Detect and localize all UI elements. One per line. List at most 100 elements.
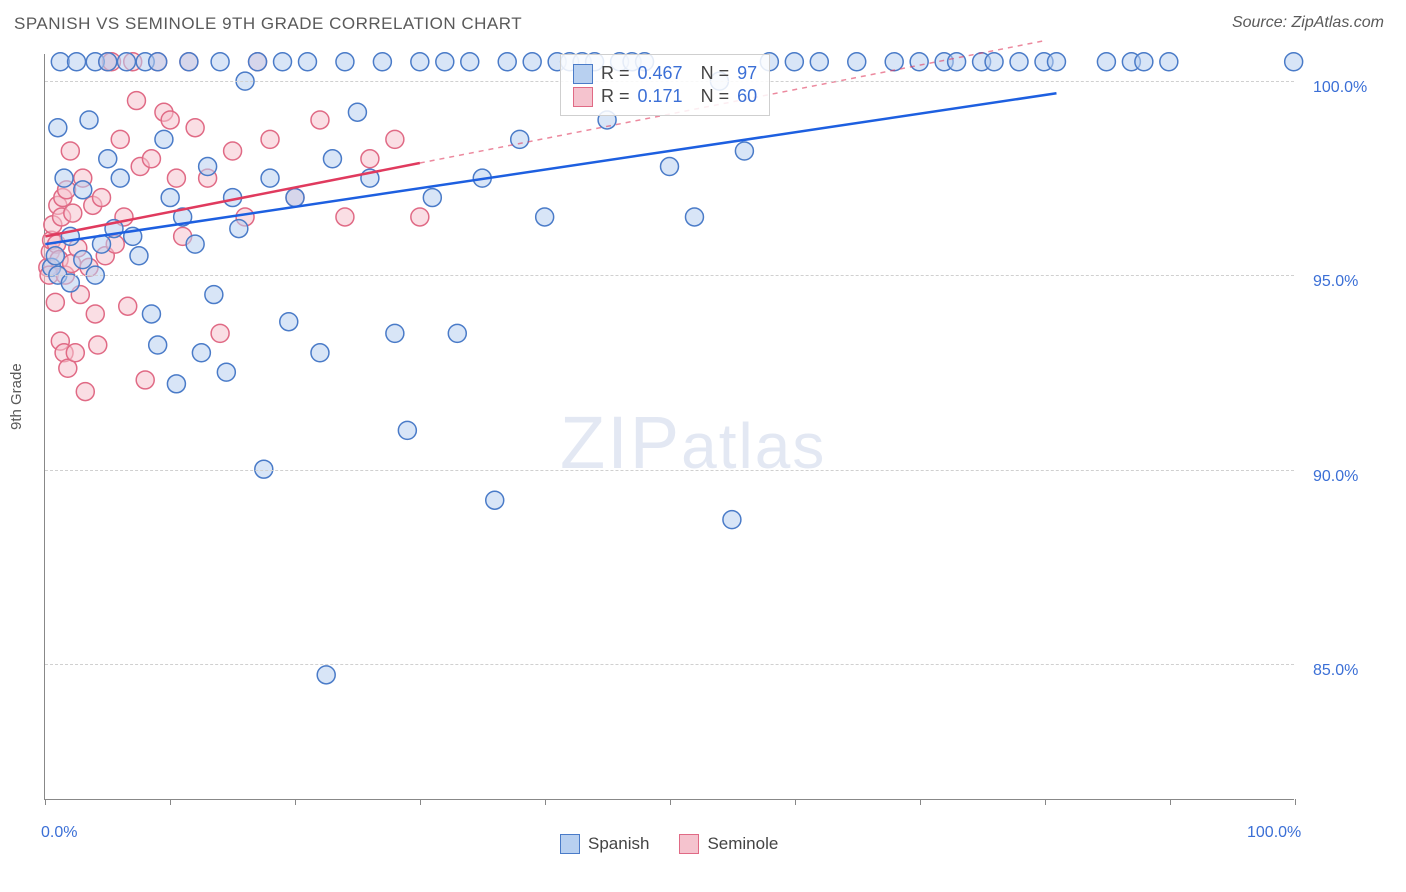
spanish-point: [205, 286, 223, 304]
spanish-point: [192, 344, 210, 362]
legend-label: Spanish: [588, 834, 649, 854]
legend-item-spanish: Spanish: [560, 834, 649, 854]
spanish-point: [61, 274, 79, 292]
spanish-point: [274, 53, 292, 71]
spanish-point: [661, 158, 679, 176]
x-tick: [170, 799, 171, 805]
seminole-point: [119, 297, 137, 315]
spanish-point: [373, 53, 391, 71]
gridline: [45, 664, 1294, 665]
spanish-point: [161, 189, 179, 207]
spanish-point: [398, 421, 416, 439]
legend-swatch: [560, 834, 580, 854]
seminole-point: [167, 169, 185, 187]
seminole-point: [64, 204, 82, 222]
gridline: [45, 275, 1294, 276]
spanish-point: [186, 235, 204, 253]
spanish-point: [411, 53, 429, 71]
seminole-point: [111, 130, 129, 148]
spanish-point: [486, 491, 504, 509]
spanish-point: [348, 103, 366, 121]
plot-area: 85.0%90.0%95.0%100.0%0.0%100.0%: [44, 54, 1294, 800]
spanish-point: [735, 142, 753, 160]
spanish-point: [51, 53, 69, 71]
y-tick-label: 100.0%: [1313, 79, 1367, 97]
stats-row: R =0.467N =97: [573, 63, 757, 84]
spanish-point: [498, 53, 516, 71]
spanish-point: [885, 53, 903, 71]
spanish-point: [1010, 53, 1028, 71]
r-value: 0.171: [638, 86, 683, 107]
seminole-point: [411, 208, 429, 226]
spanish-point: [68, 53, 86, 71]
spanish-point: [536, 208, 554, 226]
spanish-point: [149, 53, 167, 71]
x-tick-label: 100.0%: [1247, 824, 1301, 842]
spanish-point: [785, 53, 803, 71]
spanish-point: [723, 511, 741, 529]
legend-label: Seminole: [707, 834, 778, 854]
spanish-point: [523, 53, 541, 71]
spanish-point: [74, 181, 92, 199]
source-attribution: Source: ZipAtlas.com: [1232, 14, 1384, 32]
y-tick-label: 90.0%: [1313, 468, 1358, 486]
seminole-point: [386, 130, 404, 148]
spanish-point: [99, 150, 117, 168]
seminole-point: [361, 150, 379, 168]
spanish-point: [311, 344, 329, 362]
spanish-point: [511, 130, 529, 148]
spanish-point: [317, 666, 335, 684]
seminole-point: [66, 344, 84, 362]
seminole-point: [93, 189, 111, 207]
spanish-point: [910, 53, 928, 71]
stats-legend: R =0.467N =97R = 0.171 N = 60: [560, 54, 770, 116]
spanish-point: [298, 53, 316, 71]
legend-swatch: [679, 834, 699, 854]
x-tick: [1170, 799, 1171, 805]
seminole-point: [261, 130, 279, 148]
seminole-point: [136, 371, 154, 389]
x-tick: [295, 799, 296, 805]
seminole-point: [142, 150, 160, 168]
legend-item-seminole: Seminole: [679, 834, 778, 854]
spanish-point: [810, 53, 828, 71]
seminole-point: [61, 142, 79, 160]
stats-row: R = 0.171 N = 60: [573, 86, 757, 107]
n-label: N =: [701, 63, 730, 84]
spanish-point: [180, 53, 198, 71]
x-tick: [1295, 799, 1296, 805]
seminole-point: [161, 111, 179, 129]
spanish-point: [685, 208, 703, 226]
spanish-point: [1135, 53, 1153, 71]
x-tick: [920, 799, 921, 805]
spanish-point: [117, 53, 135, 71]
spanish-point: [848, 53, 866, 71]
n-label: N =: [701, 86, 730, 107]
spanish-point: [142, 305, 160, 323]
chart-svg: [45, 54, 1294, 799]
spanish-point: [55, 169, 73, 187]
seminole-point: [127, 92, 145, 110]
seminole-point: [186, 119, 204, 137]
spanish-point: [948, 53, 966, 71]
seminole-point: [89, 336, 107, 354]
spanish-point: [49, 119, 67, 137]
seminole-point: [211, 324, 229, 342]
spanish-point: [1047, 53, 1065, 71]
spanish-point: [1160, 53, 1178, 71]
series-legend: Spanish Seminole: [560, 834, 778, 854]
legend-swatch: [573, 64, 593, 84]
seminole-point: [76, 383, 94, 401]
x-tick-label: 0.0%: [41, 824, 77, 842]
spanish-point: [261, 169, 279, 187]
r-label: R =: [601, 86, 630, 107]
spanish-point: [286, 189, 304, 207]
spanish-point: [46, 247, 64, 265]
spanish-point: [99, 53, 117, 71]
spanish-point: [199, 158, 217, 176]
spanish-point: [80, 111, 98, 129]
n-value: 60: [737, 86, 757, 107]
spanish-point: [280, 313, 298, 331]
spanish-point: [985, 53, 1003, 71]
spanish-point: [448, 324, 466, 342]
